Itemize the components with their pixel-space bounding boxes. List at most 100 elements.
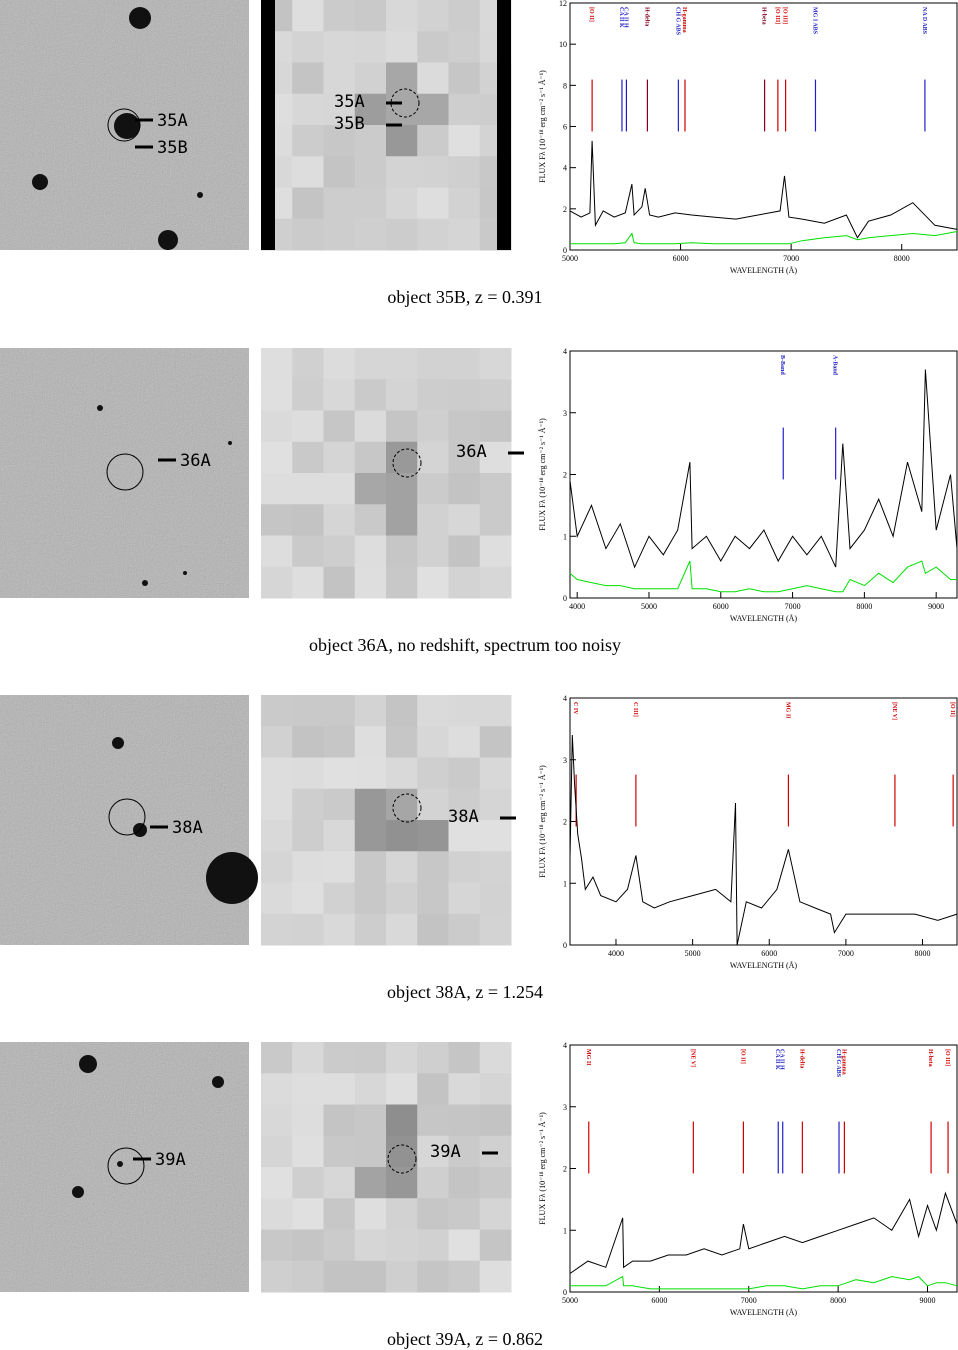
- pixel: [417, 218, 449, 251]
- pixel: [261, 1260, 293, 1293]
- pixel: [261, 441, 293, 474]
- pixel: [323, 1042, 356, 1074]
- zoom-image: 38A: [261, 695, 516, 946]
- pixel: [479, 566, 512, 599]
- pixel: [448, 695, 481, 727]
- finder-label: 35A: [157, 111, 188, 131]
- pixel: [292, 1135, 324, 1168]
- pixel: [417, 62, 449, 95]
- pixel: [448, 218, 481, 251]
- pixel: [292, 379, 324, 411]
- pixel: [354, 62, 387, 95]
- aperture: [107, 108, 141, 142]
- emission-line-label: A-Band: [832, 355, 838, 376]
- aperture: [106, 453, 144, 491]
- emission-line-label: CH G ABS: [835, 1049, 841, 1078]
- pixel: [417, 410, 449, 443]
- emission-line-label: CA II K: [774, 1049, 780, 1070]
- pixel: [323, 1198, 356, 1230]
- y-axis-label: FLUX Fλ (10⁻¹⁸ erg cm⁻² s⁻¹ Å⁻¹): [538, 1112, 547, 1225]
- pixel: [417, 535, 449, 568]
- emission-line-label: MG II: [784, 702, 790, 719]
- x-tick-label: 6000: [673, 254, 689, 263]
- y-axis-label: FLUX Fλ (10⁻¹⁸ erg cm⁻² s⁻¹ Å⁻¹): [538, 765, 547, 878]
- pixel: [386, 1073, 418, 1105]
- pixel: [292, 535, 324, 568]
- caption: object 39A, z = 0.862: [387, 1329, 543, 1349]
- pixel: [386, 695, 418, 727]
- pixel: [386, 1260, 418, 1293]
- pixel: [417, 93, 449, 126]
- pixel: [261, 348, 293, 380]
- pixel: [354, 1073, 387, 1105]
- y-tick-label: 2: [563, 818, 567, 827]
- x-tick-label: 7000: [783, 254, 799, 263]
- finder-noise: [0, 348, 249, 598]
- pixel: [448, 535, 481, 568]
- finder-label: 35B: [157, 138, 188, 158]
- x-tick-label: 8000: [856, 602, 872, 611]
- pixel: [417, 1104, 449, 1137]
- pixel: [292, 851, 324, 883]
- pixel: [323, 1229, 356, 1262]
- pixel: [323, 788, 356, 821]
- pixel: [386, 0, 418, 32]
- flux-spectrum: [569, 734, 958, 946]
- plot-frame: [569, 1044, 958, 1293]
- y-tick-label: 3: [563, 756, 567, 765]
- pixel: [292, 1042, 324, 1074]
- emission-line-label: [O III]: [774, 7, 780, 24]
- pixel: [448, 0, 481, 32]
- x-axis-label: WAVELENGTH (Å): [730, 961, 798, 970]
- pixel: [386, 218, 418, 251]
- y-tick-label: 0: [563, 941, 567, 950]
- zoom-label: 38A: [448, 807, 479, 827]
- pixel: [261, 788, 293, 821]
- pixel: [323, 1104, 356, 1137]
- finder-label: 39A: [155, 1150, 186, 1170]
- pixel: [417, 473, 449, 505]
- pixel: [261, 566, 293, 599]
- pixel: [323, 441, 356, 474]
- pixel: [354, 93, 387, 126]
- x-tick-label: 9000: [928, 602, 944, 611]
- plot-frame: [569, 2, 958, 251]
- star: [97, 405, 103, 411]
- x-tick-label: 8000: [894, 254, 910, 263]
- pixel: [323, 566, 356, 599]
- pixel: [354, 1198, 387, 1230]
- pixel: [354, 218, 387, 251]
- pixel: [261, 535, 293, 568]
- pixel: [292, 410, 324, 443]
- pixel: [292, 125, 324, 157]
- pixel: [448, 187, 481, 220]
- y-axis-label: FLUX Fλ (10⁻¹⁸ erg cm⁻² s⁻¹ Å⁻¹): [538, 418, 547, 531]
- pixel: [323, 726, 356, 758]
- flux-spectrum: [569, 140, 958, 239]
- x-tick-label: 5000: [685, 949, 701, 958]
- pixel: [261, 695, 293, 727]
- pixel: [292, 93, 324, 126]
- x-tick-label: 7000: [838, 949, 854, 958]
- pixel: [479, 695, 512, 727]
- pixel: [292, 441, 324, 474]
- pixel: [386, 187, 418, 220]
- pixel: [386, 348, 418, 380]
- sky-spectrum: [570, 231, 958, 245]
- pixel: [323, 1260, 356, 1293]
- pixel: [323, 851, 356, 883]
- pixel: [479, 757, 512, 790]
- y-tick-label: 4: [563, 164, 567, 173]
- pixel: [354, 348, 387, 380]
- pixel: [354, 566, 387, 599]
- pixel: [448, 156, 481, 188]
- pixel: [479, 820, 512, 852]
- star: [183, 571, 187, 575]
- pixel: [323, 913, 356, 946]
- pixel: [417, 788, 449, 821]
- pixel: [448, 913, 481, 946]
- aperture: [390, 88, 420, 118]
- spectrum-chart: 4000 5000 6000 7000 8000 0 1 2 3 4 WAVELENGTH (Å) F…: [538, 694, 958, 970]
- pixel: [323, 504, 356, 536]
